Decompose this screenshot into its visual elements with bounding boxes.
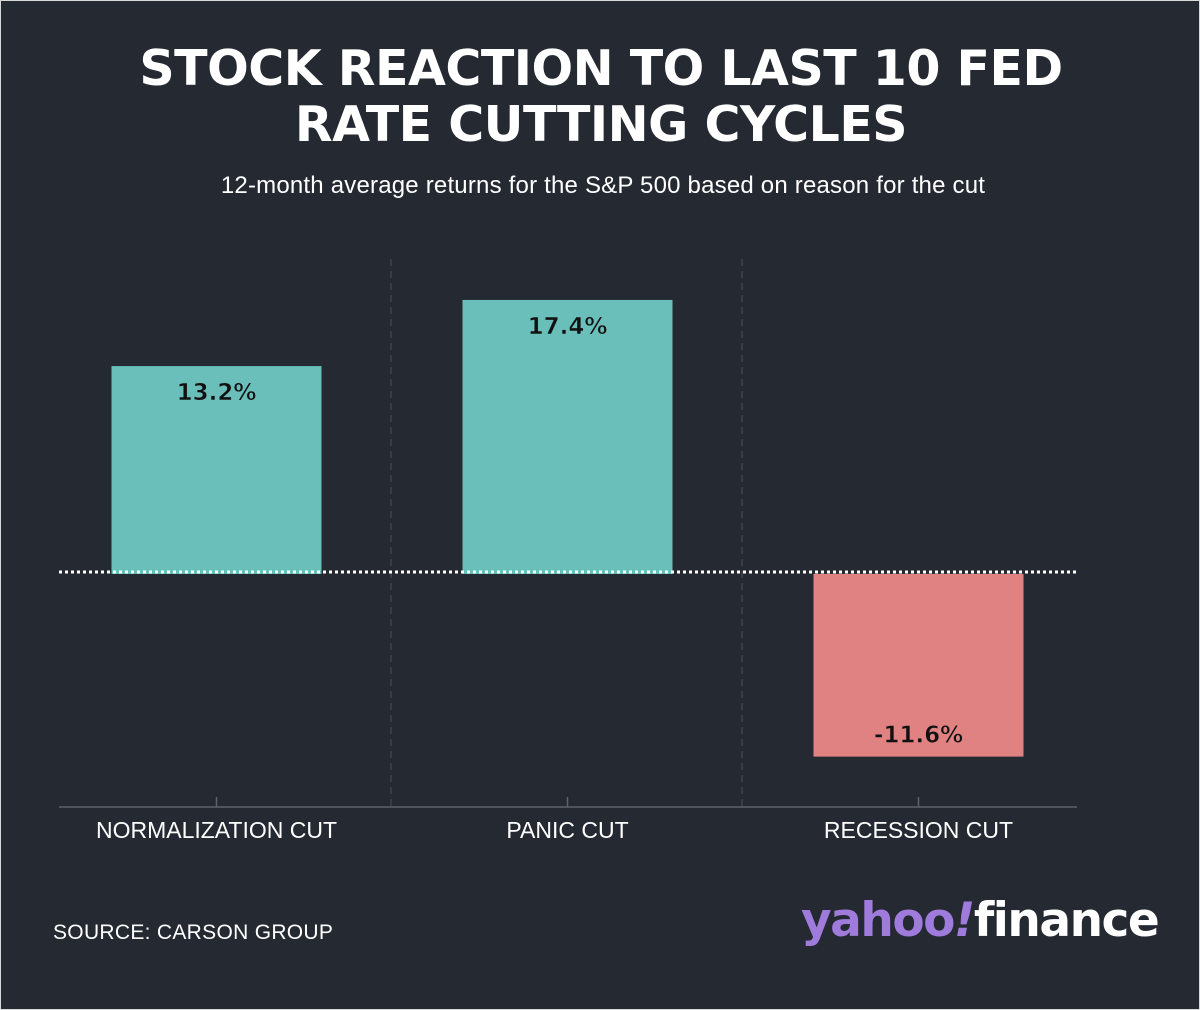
source-note: SOURCE: CARSON GROUP — [53, 921, 334, 944]
x-tick-label: PANIC CUT — [506, 817, 628, 843]
chart-title-line-1: STOCK REACTION TO LAST 10 FED — [139, 40, 1063, 97]
bars: 13.2% 17.4% -11.6% — [111, 299, 1024, 757]
logo-yahoo: yahoo — [801, 893, 955, 948]
yahoo-finance-logo: yahoo!finance — [801, 893, 1160, 948]
bar-chart: 13.2% 17.4% -11.6% NORMALIZATION CUT PANIC … — [59, 259, 1077, 843]
x-tick-label: RECESSION CUT — [824, 817, 1013, 843]
bar-normalization-cut — [111, 366, 322, 574]
x-ticks — [215, 797, 920, 807]
bar-panic-cut — [462, 299, 673, 574]
chart-title-line-2: RATE CUTTING CYCLES — [294, 96, 908, 153]
x-tick-labels: NORMALIZATION CUT PANIC CUT RECESSION CUT — [96, 817, 1013, 843]
chart-subtitle: 12-month average returns for the S&P 500… — [220, 172, 986, 199]
logo-finance: finance — [973, 893, 1160, 948]
logo-bang: ! — [953, 893, 975, 948]
x-tick-label: NORMALIZATION CUT — [96, 817, 337, 843]
bar-recession-cut — [813, 573, 1024, 757]
data-label: 13.2% — [177, 380, 257, 406]
column-dividers — [390, 259, 743, 807]
data-label: 17.4% — [528, 314, 608, 340]
data-label: -11.6% — [874, 723, 963, 749]
chart-title: STOCK REACTION TO LAST 10 FED RATE CUTTI… — [1, 41, 1200, 153]
